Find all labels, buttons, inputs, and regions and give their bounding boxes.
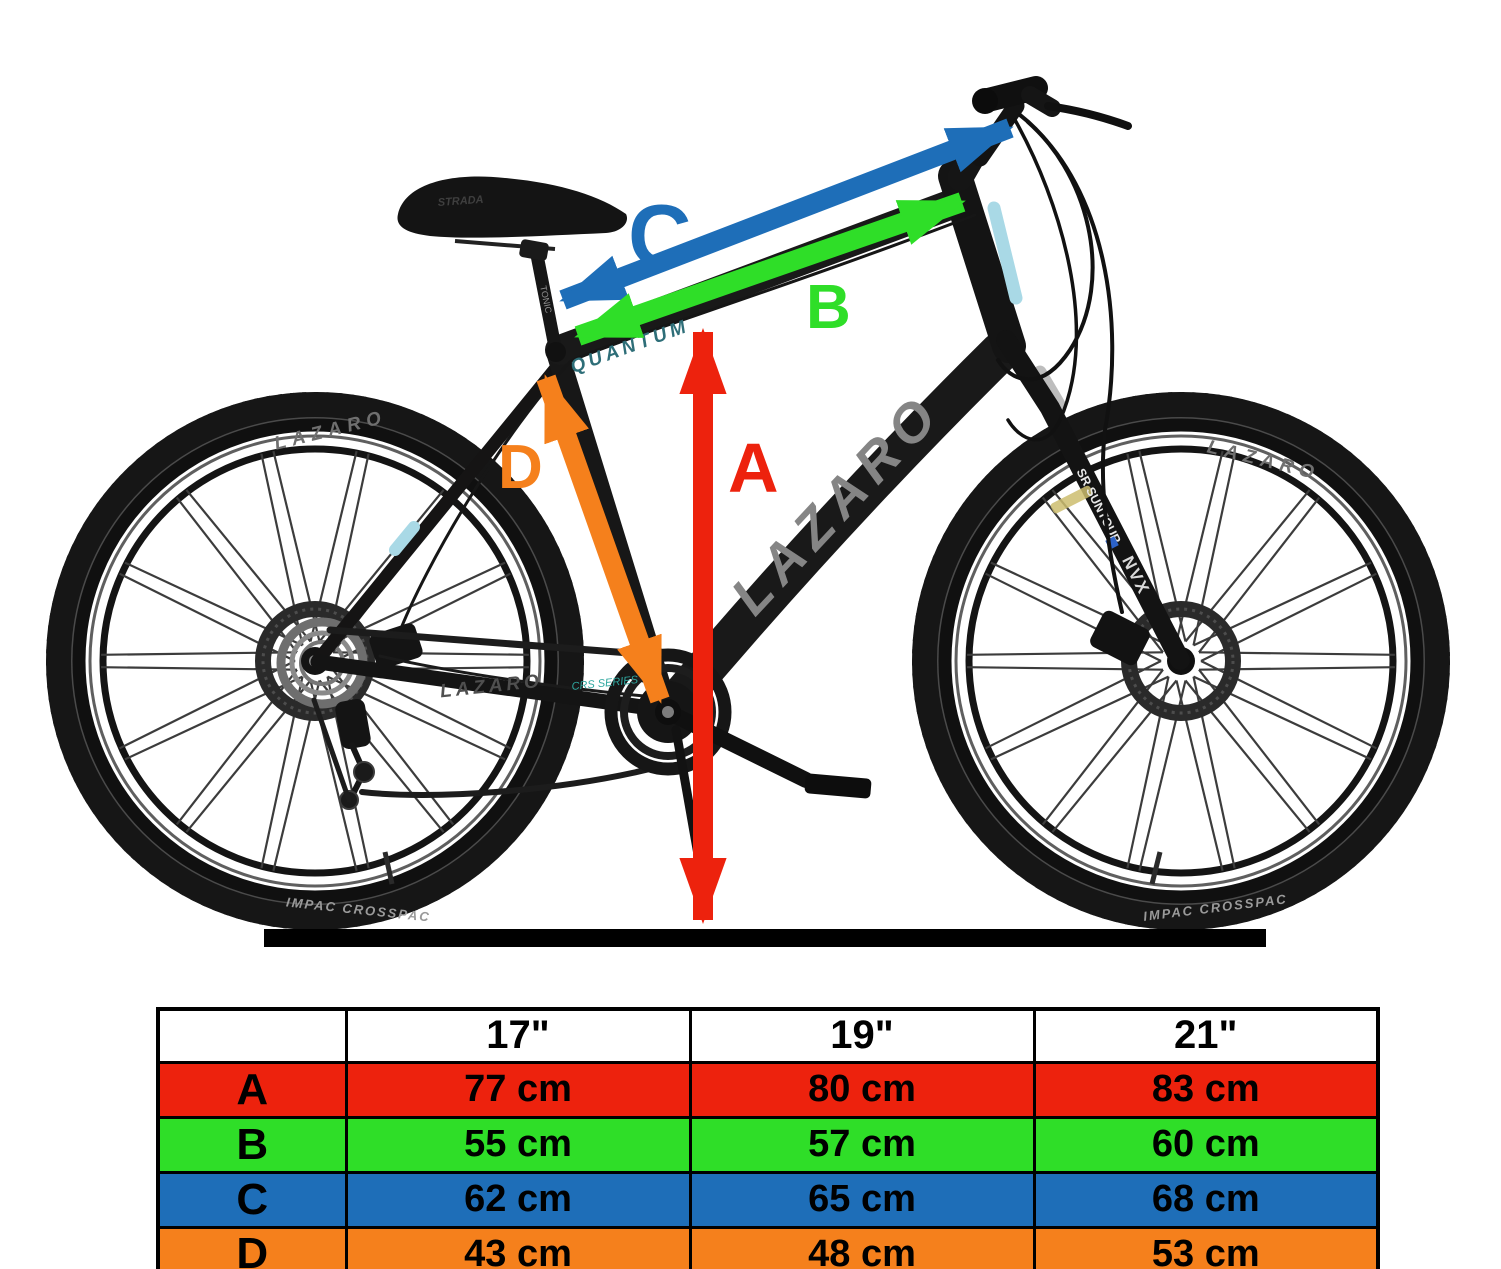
- dimension-arrow-d: D: [498, 374, 670, 704]
- dimension-value: 48 cm: [688, 1225, 1036, 1269]
- fork-sticker: [1050, 485, 1093, 514]
- size-column-header: 17": [344, 1007, 692, 1064]
- size-column-header: 21": [1032, 1007, 1380, 1064]
- brake-lever: [1044, 102, 1132, 130]
- dimension-value: 53 cm: [1032, 1225, 1380, 1269]
- saddle-brand-label: STRADA: [437, 194, 484, 209]
- arrow-b-shaft: [574, 192, 966, 346]
- table-row-d: D 43 cm 48 cm 53 cm: [156, 1225, 1380, 1269]
- dimension-value: 57 cm: [688, 1115, 1036, 1174]
- row-label: A: [156, 1060, 348, 1119]
- table-row-c: C 62 cm 65 cm 68 cm: [156, 1170, 1380, 1229]
- seat-stay: [311, 361, 563, 667]
- dimension-arrow-a: A: [679, 327, 779, 925]
- fork: [996, 330, 1190, 670]
- size-table: 17" 19" 21" A 77 cm 80 cm 83 cm B 55 cm …: [156, 1007, 1380, 1269]
- dimension-value: 80 cm: [688, 1060, 1036, 1119]
- row-label: B: [156, 1115, 348, 1174]
- dimension-arrow-b: B: [574, 192, 966, 346]
- dimension-value: 43 cm: [344, 1225, 692, 1269]
- saddle: [397, 176, 628, 238]
- rear-derailleur: [335, 699, 371, 749]
- bike-illustration: LAZARO IMPAC CROSSPAC LAZARO IMPAC CROSS…: [46, 76, 1450, 947]
- row-label: C: [156, 1170, 348, 1229]
- dimension-value: 68 cm: [1032, 1170, 1380, 1229]
- size-column-header: 19": [688, 1007, 1036, 1064]
- dimension-value: 55 cm: [344, 1115, 692, 1174]
- table-row-a: A 77 cm 80 cm 83 cm: [156, 1060, 1380, 1119]
- arrow-b-label: B: [806, 273, 851, 342]
- arrow-d-shaft: [536, 374, 670, 704]
- rear-valve: [382, 851, 395, 885]
- arrow-a-label: A: [728, 429, 779, 507]
- grip-end: [972, 88, 998, 114]
- dimension-value: 83 cm: [1032, 1060, 1380, 1119]
- front-valve: [1149, 851, 1163, 885]
- row-label: D: [156, 1225, 348, 1269]
- size-table-container: 17" 19" 21" A 77 cm 80 cm 83 cm B 55 cm …: [156, 1007, 1380, 1269]
- cable: [1006, 118, 1079, 442]
- ground-line: [264, 929, 1266, 947]
- seat-stay-accent: [389, 521, 420, 556]
- cable: [1026, 120, 1124, 614]
- seat-clamp: [546, 342, 566, 362]
- seatpost: [529, 248, 563, 354]
- table-row-b: B 55 cm 57 cm 60 cm: [156, 1115, 1380, 1174]
- size-table-header-row: 17" 19" 21": [156, 1007, 1380, 1064]
- arrow-c-label: C: [628, 186, 692, 285]
- front-wheel: LAZARO IMPAC CROSSPAC: [912, 392, 1450, 930]
- size-table-corner-cell: [156, 1007, 348, 1064]
- pedal: [804, 773, 872, 799]
- dimension-value: 65 cm: [688, 1170, 1036, 1229]
- chain-bottom: [359, 763, 665, 798]
- front-brake-caliper: [1090, 610, 1150, 666]
- dimension-value: 77 cm: [344, 1060, 692, 1119]
- dimension-value: 60 cm: [1032, 1115, 1380, 1174]
- dimension-value: 62 cm: [344, 1170, 692, 1229]
- fork-brand-label: SR SUNTOUR: [1074, 466, 1124, 546]
- arrow-d-label: D: [498, 433, 543, 502]
